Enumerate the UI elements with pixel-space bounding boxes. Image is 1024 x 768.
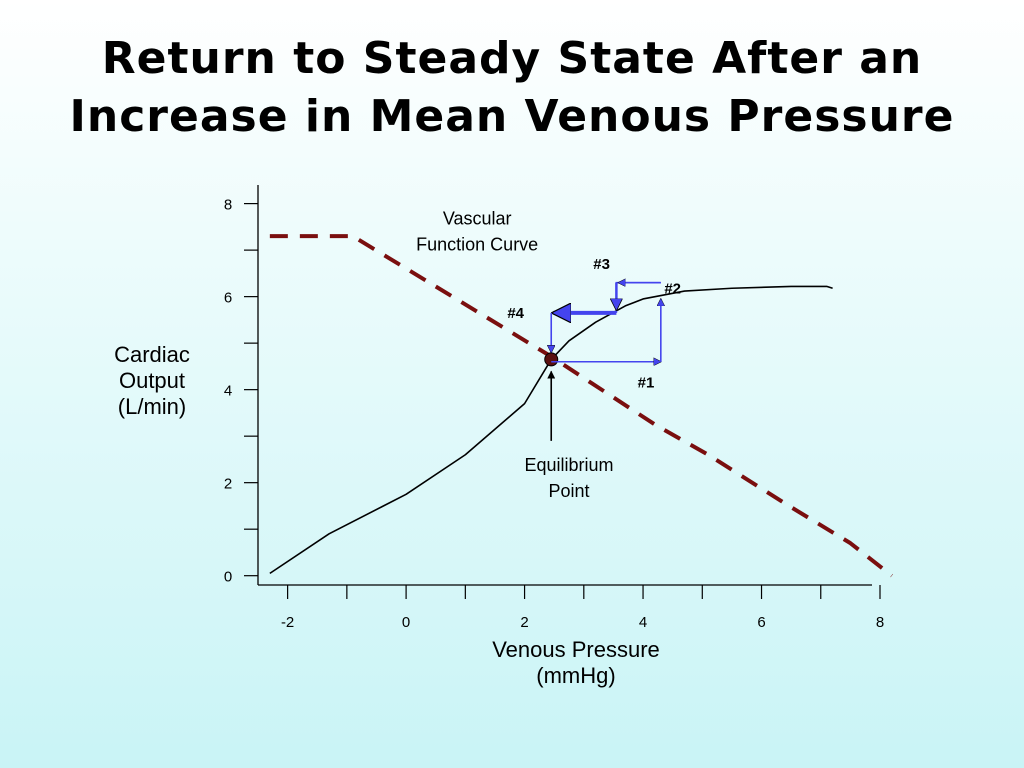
equilibrium-annotation-line: Point — [548, 481, 589, 501]
y-tick-label: 6 — [224, 290, 232, 307]
step-label: #4 — [507, 305, 524, 322]
x-tick-label: 6 — [757, 614, 765, 631]
x-axis-title-line: (mmHg) — [536, 663, 615, 688]
y-axis-title-line: Cardiac — [114, 342, 190, 367]
vascular-function-curve — [269, 234, 894, 578]
x-tick-label: 4 — [639, 614, 647, 631]
cardiac-function-curve — [269, 285, 833, 575]
axes: 0 2 4 6 8 -2 0 2 4 6 8 — [224, 185, 884, 631]
y-axis-title-line: Output — [119, 368, 185, 393]
y-tick-label: 8 — [224, 197, 232, 214]
x-tick-label: -2 — [281, 614, 294, 631]
equilibrium-point-marker — [544, 352, 559, 367]
step-label: #3 — [593, 256, 610, 273]
slide-title: Return to Steady State After an Increase… — [0, 30, 1024, 146]
labels-group: Venous Pressure(mmHg) CardiacOutput(L/min… — [114, 209, 660, 688]
equilibrium-annotation-line: Equilibrium — [524, 455, 613, 475]
y-tick-label: 2 — [224, 476, 232, 493]
title-line-2: Increase in Mean Venous Pressure — [69, 91, 955, 142]
x-tick-label: 2 — [520, 614, 528, 631]
x-axis-title-line: Venous Pressure — [492, 637, 660, 662]
step-label: #1 — [638, 375, 655, 392]
title-line-1: Return to Steady State After an — [101, 33, 923, 84]
x-tick-label: 0 — [402, 614, 410, 631]
y-axis-title-line: (L/min) — [118, 394, 186, 419]
y-tick-label: 0 — [224, 569, 232, 586]
step-label: #2 — [664, 280, 681, 297]
x-tick-label: 8 — [876, 614, 884, 631]
vascular-annotation-line: Vascular — [443, 209, 512, 229]
y-tick-label: 4 — [224, 383, 232, 400]
series-group — [269, 234, 894, 578]
steps-group: #1 #2 #3 #4 — [507, 256, 681, 392]
vascular-annotation-line: Function Curve — [416, 235, 538, 255]
step-3-bracket — [615, 281, 661, 313]
